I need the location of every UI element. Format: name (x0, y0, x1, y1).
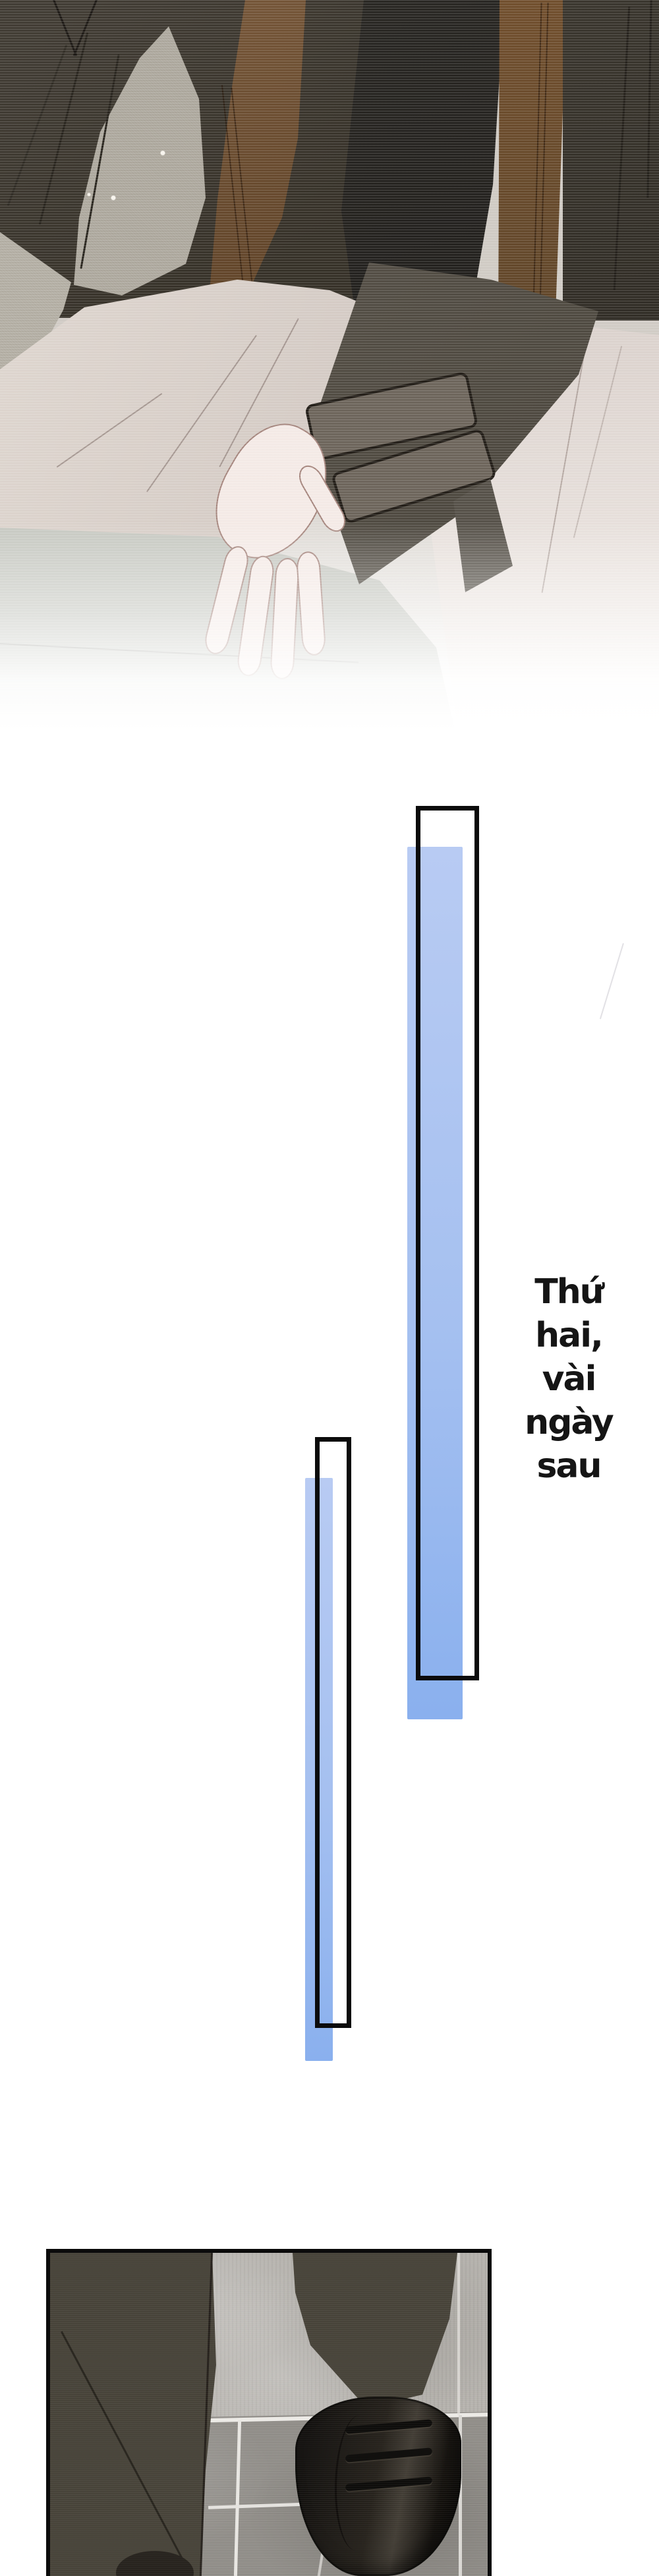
narration-line: ngày (525, 1403, 614, 1442)
faint-scratch-line (599, 943, 624, 1020)
panel-grout-line (457, 2253, 460, 2415)
bottom-panel (46, 2249, 492, 2576)
panel-shoe-seam (335, 2415, 381, 2550)
narration-line: Thứ (534, 1272, 604, 1312)
narration-line: vài (542, 1359, 597, 1399)
fade-to-white-overlay (0, 521, 659, 778)
caption-bar-small-outline (315, 1437, 351, 2028)
panel-grout-line (459, 2415, 462, 2576)
panel-noise-texture (50, 2253, 488, 2576)
narration-line: hai, (535, 1316, 604, 1355)
narration-line: sau (536, 1446, 602, 1486)
narration-text: Thứ hai, vài ngày sau (498, 1270, 639, 1488)
caption-bar-tall-outline (416, 806, 479, 1680)
illustration-jacket-right (563, 0, 659, 321)
panel-left-trouser-leg (50, 2253, 216, 2576)
top-illustration-panel (0, 0, 659, 778)
